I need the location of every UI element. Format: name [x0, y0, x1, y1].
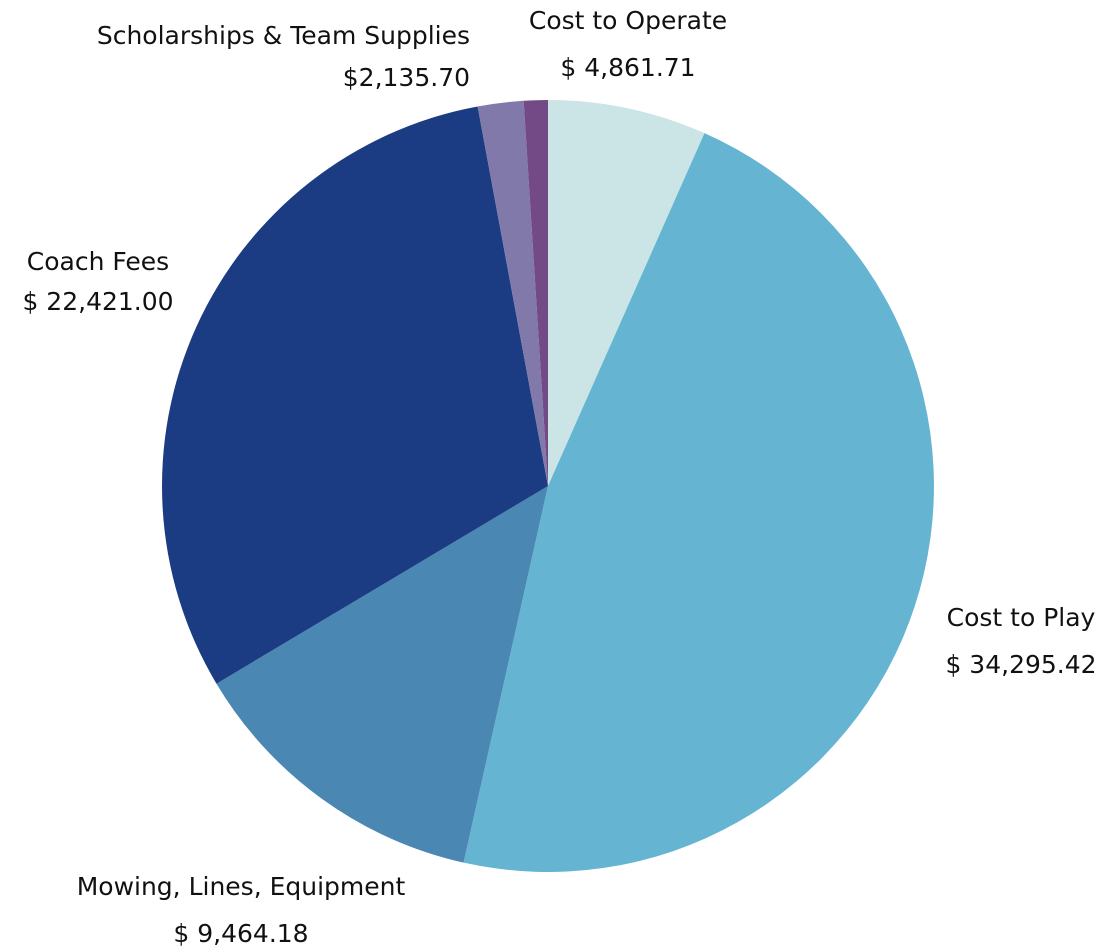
label-cost-to-operate-value: $ 4,861.71 [560, 53, 695, 82]
pie-labels: Cost to Operate $ 4,861.71 Cost to Play … [22, 6, 1096, 948]
pie-slice-cost-to-operate [548, 100, 705, 486]
pie-slice-coach-fees [162, 106, 548, 684]
pie-slices [162, 100, 934, 872]
label-coach-fees-value: $ 22,421.00 [22, 287, 173, 316]
label-cost-to-play-name: Cost to Play [947, 603, 1096, 632]
label-scholarships-value: $2,135.70 [343, 63, 470, 92]
pie-slice-scholarships-team-supplies [477, 100, 548, 487]
label-cost-to-play-value: $ 34,295.42 [945, 650, 1096, 679]
label-mowing-value: $ 9,464.18 [173, 919, 308, 948]
label-cost-to-operate-name: Cost to Operate [529, 6, 727, 35]
pie-slice-mowing-lines-equipment [216, 486, 548, 863]
label-mowing-name: Mowing, Lines, Equipment [77, 872, 406, 901]
label-coach-fees-name: Coach Fees [27, 247, 169, 276]
label-scholarships-name: Scholarships & Team Supplies [97, 21, 470, 50]
pie-slice-unlabeled-5 [523, 100, 548, 486]
pie-slice-cost-to-play [463, 133, 934, 872]
